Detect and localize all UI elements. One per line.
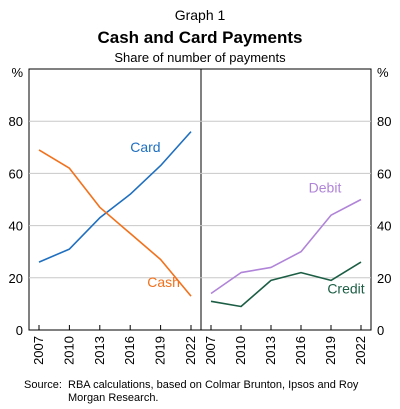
x-tick-label-p1-2007: 2007 (31, 336, 46, 365)
x-tick-label-p2-2013: 2013 (263, 336, 278, 365)
x-tick-label-p1-2019: 2019 (153, 336, 168, 365)
y-tick-right-60: 60 (377, 166, 391, 181)
x-tick-label-p2-2016: 2016 (293, 336, 308, 365)
series-line-debit (210, 198, 362, 295)
x-tick-label-p1-2016: 2016 (122, 336, 137, 365)
x-tick-label-p1-2013: 2013 (92, 336, 107, 365)
source-line-1: RBA calculations, based on Colmar Brunto… (68, 379, 359, 391)
y-tick-left-20: 20 (9, 271, 23, 286)
plot-frame (28, 68, 372, 331)
y-tick-right-0: 0 (377, 323, 384, 338)
series-label-credit: Credit (327, 280, 364, 296)
series-label-debit: Debit (309, 179, 342, 195)
y-unit-left: % (11, 65, 23, 80)
y-tick-left-60: 60 (9, 166, 23, 181)
x-tick-label-p1-2022: 2022 (183, 336, 198, 365)
chart-title: Cash and Card Payments (97, 28, 302, 47)
series-line-card (38, 131, 192, 263)
y-tick-right-40: 40 (377, 219, 391, 234)
series-label-card: Card (130, 139, 160, 155)
series-line-credit (210, 261, 362, 308)
source-label: Source: (24, 379, 62, 391)
y-tick-right-20: 20 (377, 271, 391, 286)
chart-subtitle: Share of number of payments (114, 50, 286, 65)
x-tick-label-p1-2010: 2010 (61, 336, 76, 365)
x-tick-label-p2-2010: 2010 (233, 336, 248, 365)
y-tick-left-0: 0 (16, 323, 23, 338)
series-label-cash: Cash (147, 274, 180, 290)
x-tick-label-p2-2022: 2022 (353, 336, 368, 365)
source-line-2: Morgan Research. (68, 392, 159, 404)
y-tick-right-80: 80 (377, 114, 391, 129)
y-tick-left-80: 80 (9, 114, 23, 129)
y-tick-left-40: 40 (9, 219, 23, 234)
y-unit-right: % (377, 65, 389, 80)
x-tick-label-p2-2019: 2019 (323, 336, 338, 365)
series-line-cash (38, 149, 192, 297)
x-tick-label-p2-2007: 2007 (203, 336, 218, 365)
graph-number: Graph 1 (175, 7, 226, 23)
